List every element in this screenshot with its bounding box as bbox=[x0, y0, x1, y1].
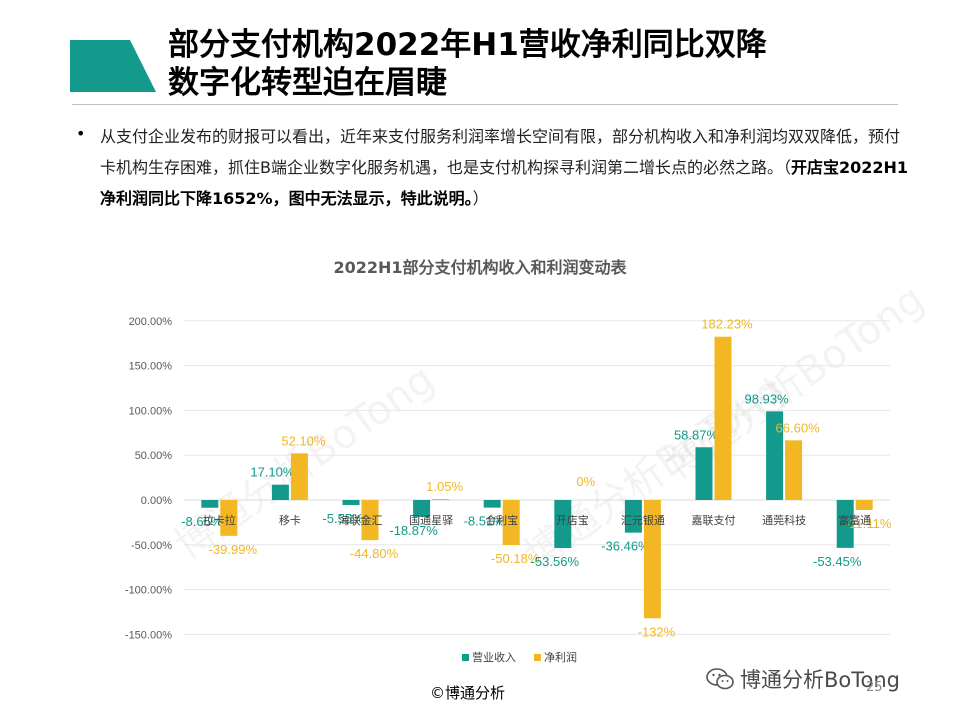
x-category-label: 国通星驿 bbox=[409, 514, 453, 527]
x-category-label: 移卡 bbox=[279, 514, 301, 527]
bullet-bold-note: 开店宝2022H1净利润同比下降1652%，图中无法显示，特此说明。 bbox=[100, 158, 909, 208]
data-label-revenue: 17.10% bbox=[250, 465, 295, 480]
title-line-2: 数字化转型迫在眉睫 bbox=[168, 65, 447, 101]
wechat-badge: 博通分析BoTong bbox=[706, 664, 900, 694]
title-line-1: 部分支付机构2022年H1营收净利同比双降 bbox=[168, 27, 767, 63]
bar-revenue bbox=[695, 447, 713, 500]
bar-profit bbox=[855, 500, 873, 510]
legend-label: 营业收入 bbox=[472, 650, 516, 664]
data-label-profit: 1.05% bbox=[426, 479, 463, 494]
slide-title: 部分支付机构2022年H1营收净利同比双降 数字化转型迫在眉睫 bbox=[168, 26, 928, 102]
bar-revenue bbox=[342, 500, 360, 505]
bar-profit bbox=[361, 500, 379, 541]
data-label-profit: -11.11% bbox=[845, 516, 892, 531]
x-category-label: 富富通 bbox=[838, 513, 871, 527]
legend-swatch bbox=[534, 654, 541, 661]
data-label-revenue: -36.46% bbox=[601, 539, 650, 554]
data-label-profit: 52.10% bbox=[281, 433, 326, 448]
x-category-label: 嘉联支付 bbox=[692, 513, 736, 527]
bar-revenue bbox=[483, 500, 501, 508]
data-label-revenue: -8.66% bbox=[181, 514, 223, 529]
legend-label: 净利润 bbox=[544, 650, 577, 664]
wechat-icon bbox=[706, 668, 734, 690]
data-label-revenue: -53.45% bbox=[813, 554, 862, 569]
data-label-revenue: -8.51% bbox=[464, 514, 506, 529]
data-label-revenue: -18.87% bbox=[389, 523, 438, 538]
bar-revenue bbox=[201, 500, 219, 508]
x-category-label: 汇元银通 bbox=[621, 513, 665, 527]
bar-profit bbox=[714, 336, 732, 500]
y-tick-label: -50.00% bbox=[131, 540, 172, 552]
y-tick-label: -150.00% bbox=[125, 629, 172, 641]
data-label-profit: -44.80% bbox=[350, 546, 399, 561]
bullet-icon: • bbox=[76, 124, 86, 143]
bar-profit bbox=[220, 500, 238, 536]
data-label-profit: -39.99% bbox=[209, 542, 258, 557]
data-label-profit: 0% bbox=[576, 474, 595, 489]
chart-title: 2022H1部分支付机构收入和利润变动表 bbox=[333, 258, 627, 277]
bar-revenue bbox=[554, 500, 572, 548]
bar-profit bbox=[502, 500, 520, 545]
data-label-revenue: -5.55% bbox=[322, 511, 364, 526]
page-number: 25 bbox=[866, 680, 883, 695]
copyright: ©博通分析 bbox=[430, 684, 506, 702]
data-label-revenue: -53.56% bbox=[531, 554, 580, 569]
x-category-label: 拉卡拉 bbox=[203, 513, 236, 527]
bar-revenue bbox=[624, 500, 642, 533]
bullet-paragraph: 从支付企业发布的财报可以看出，近年来支付服务利润率增长空间有限，部分机构收入和净… bbox=[100, 121, 910, 214]
legend-swatch bbox=[462, 654, 469, 661]
data-label-profit: 182.23% bbox=[701, 317, 753, 332]
bar-revenue bbox=[766, 411, 784, 500]
data-label-revenue: 58.87% bbox=[674, 427, 719, 442]
bar-revenue bbox=[413, 500, 431, 517]
teal-logo-shape bbox=[70, 40, 156, 92]
bar-revenue bbox=[271, 484, 289, 500]
x-category-label: 通莞科技 bbox=[762, 513, 806, 527]
data-label-revenue: 98.93% bbox=[745, 391, 790, 406]
bar-profit bbox=[432, 499, 450, 501]
y-tick-label: 0.00% bbox=[141, 495, 172, 507]
y-tick-label: 50.00% bbox=[135, 450, 173, 462]
y-tick-label: -100.00% bbox=[125, 585, 172, 597]
x-category-label: 开店宝 bbox=[556, 513, 589, 527]
x-category-label: 海联金汇 bbox=[339, 513, 383, 527]
bar-profit bbox=[785, 440, 803, 500]
bullet-close: ） bbox=[472, 189, 489, 208]
title-divider bbox=[72, 104, 898, 105]
y-tick-label: 200.00% bbox=[129, 316, 173, 328]
data-label-profit: 66.60% bbox=[776, 420, 821, 435]
bar-profit bbox=[643, 500, 661, 619]
bar-revenue bbox=[836, 500, 854, 548]
bullet-text: 从支付企业发布的财报可以看出，近年来支付服务利润率增长空间有限，部分机构收入和净… bbox=[100, 127, 901, 177]
wechat-label: 博通分析BoTong bbox=[740, 668, 901, 692]
data-label-profit: -132% bbox=[638, 624, 676, 639]
y-tick-label: 100.00% bbox=[129, 405, 173, 417]
data-label-profit: -50.18% bbox=[491, 551, 540, 566]
y-tick-label: 150.00% bbox=[129, 361, 173, 373]
x-category-label: 合利宝 bbox=[485, 513, 518, 527]
bar-profit bbox=[290, 453, 308, 500]
